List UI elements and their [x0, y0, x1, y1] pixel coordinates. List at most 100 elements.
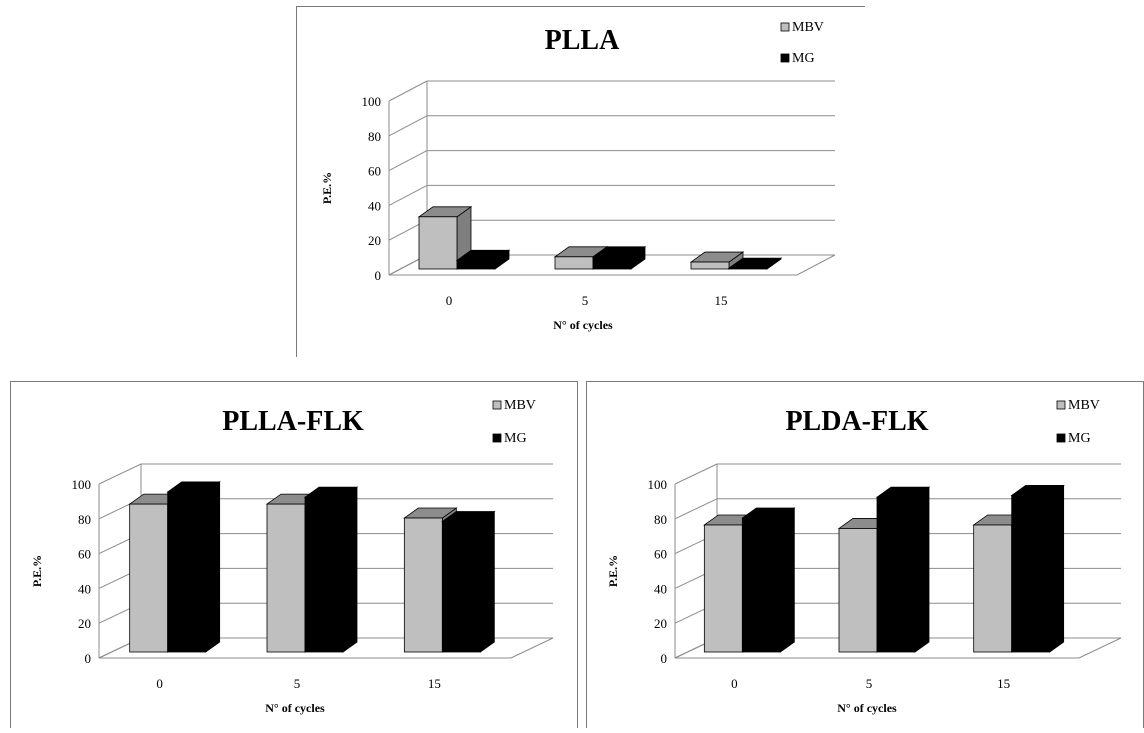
bar-front: [456, 259, 496, 270]
bar-mg-15: [1010, 484, 1065, 653]
bars: [417, 206, 783, 270]
legend-swatch: [780, 22, 790, 32]
bar-front: [304, 496, 344, 653]
chart-plla-flk: PLLA-FLK 0 20 40 60 80 100 0 5 15 N° of cycles P.E.…: [30, 398, 554, 715]
chart-title: PLLA: [545, 25, 620, 56]
legend-item-mbv: MBV: [1056, 398, 1100, 413]
bar-mg-15: [727, 257, 783, 270]
x-axis-label: N° of cycles: [265, 701, 325, 715]
bar-side: [205, 481, 221, 653]
bar-front: [403, 517, 443, 653]
y-tick-label: 80: [368, 129, 381, 144]
legend-item-mbv: MBV: [492, 398, 536, 413]
bar-mg-15: [441, 510, 496, 653]
y-tick-label: 20: [368, 233, 381, 248]
chart-panel-plla-flk: PLLA-FLK 0 20 40 60 80 100 0 5 15 N° of cycles P.E.…: [10, 381, 578, 728]
grid-edge: [98, 463, 142, 485]
y-tick-label: 100: [362, 94, 382, 109]
bar-front: [554, 256, 594, 270]
legend-label: MBV: [1068, 398, 1100, 413]
bar-front: [441, 521, 481, 653]
y-tick-label: 60: [654, 547, 667, 562]
chart-panel-plla: PLLA 0 20 40 60 80 100 0 5 15 N° of cycles P.E.% MBV…: [296, 6, 865, 357]
bar-front: [592, 256, 632, 270]
bar-side: [479, 510, 495, 653]
x-tick-label: 5: [582, 293, 589, 308]
legend-item-mg: MG: [780, 51, 815, 66]
bars: [703, 484, 1065, 653]
grid-edge: [674, 463, 718, 485]
bar-front: [838, 528, 878, 653]
chart-panel-plda-flk: PLDA-FLK 0 20 40 60 80 100 0 5 15 N° of cycles P.E.…: [586, 381, 1144, 728]
floor: [674, 637, 1122, 659]
grid-edge: [674, 498, 718, 520]
legend-swatch: [492, 400, 502, 410]
x-axis-label: N° of cycles: [837, 701, 897, 715]
chart-title: PLDA-FLK: [785, 406, 928, 437]
y-tick-label: 0: [661, 651, 668, 666]
x-tick-label: 0: [446, 293, 453, 308]
y-tick-label: 40: [78, 581, 91, 596]
bar-front: [266, 503, 306, 653]
y-tick-label: 80: [78, 512, 91, 527]
y-tick-label: 60: [78, 547, 91, 562]
y-tick-label: 20: [78, 616, 91, 631]
grid-edge: [388, 184, 428, 206]
y-tick-label: 60: [368, 164, 381, 179]
bar-front: [703, 524, 743, 653]
legend-swatch: [780, 53, 790, 63]
legend: MBV MG: [492, 398, 536, 446]
x-tick-label: 15: [428, 676, 441, 691]
bar-front: [418, 216, 458, 270]
legend-label: MG: [1068, 431, 1091, 446]
legend-label: MG: [504, 431, 527, 446]
bar-mg-0: [741, 507, 796, 653]
bar-front: [1011, 495, 1051, 653]
y-tick-label: 80: [654, 512, 667, 527]
grid-edge: [388, 115, 428, 137]
legend: MBV MG: [780, 20, 824, 66]
floor: [98, 637, 554, 659]
y-axis-label: P.E.%: [30, 555, 44, 587]
bar-mg-0: [166, 481, 221, 653]
legend-label: MBV: [792, 20, 824, 35]
bar-side: [1049, 484, 1065, 653]
bar-front: [690, 261, 730, 270]
bar-front: [973, 524, 1013, 653]
y-tick-label: 20: [654, 616, 667, 631]
bar-side: [779, 507, 795, 653]
bar-mbv-15: [689, 251, 745, 270]
bar-front: [876, 496, 916, 653]
y-tick-label: 0: [85, 651, 92, 666]
floor: [388, 254, 836, 276]
y-tick-label: 0: [375, 268, 382, 283]
y-tick-label: 40: [654, 581, 667, 596]
bar-side: [342, 486, 358, 653]
x-tick-label: 0: [156, 676, 163, 691]
bar-side: [914, 486, 930, 653]
legend-swatch: [1056, 433, 1066, 443]
y-axis-label: P.E.%: [606, 555, 620, 587]
bar-front: [129, 503, 169, 653]
bars: [128, 481, 496, 653]
bar-mg-5: [875, 486, 931, 653]
legend-item-mg: MG: [492, 431, 527, 446]
legend-swatch: [1056, 400, 1066, 410]
legend-label: MBV: [504, 398, 536, 413]
bar-mg-0: [455, 249, 511, 270]
x-axis-label: N° of cycles: [553, 318, 613, 332]
legend-label: MG: [792, 51, 815, 66]
y-tick-label: 40: [368, 198, 381, 213]
x-tick-label: 5: [294, 676, 301, 691]
x-tick-label: 0: [731, 676, 738, 691]
y-tick-label: 100: [72, 477, 92, 492]
grid-edge: [388, 80, 428, 102]
legend-item-mbv: MBV: [780, 20, 824, 35]
x-tick-label: 5: [866, 676, 873, 691]
chart-plda-flk: PLDA-FLK 0 20 40 60 80 100 0 5 15 N° of cycles P.E.…: [606, 398, 1122, 715]
y-axis-label: P.E.%: [320, 172, 334, 204]
legend: MBV MG: [1056, 398, 1100, 446]
y-tick-label: 100: [648, 477, 668, 492]
bar-front: [167, 491, 207, 653]
x-tick-label: 15: [997, 676, 1010, 691]
